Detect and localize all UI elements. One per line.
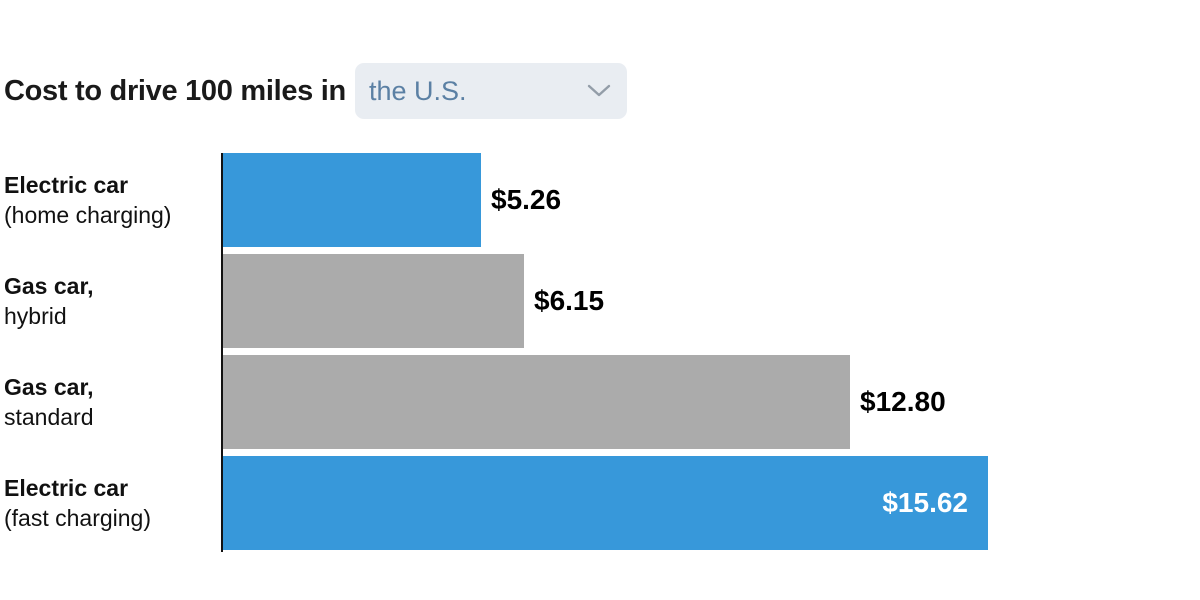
bar-area: $5.26 xyxy=(223,153,1200,247)
category-label: Electric car (fast charging) xyxy=(0,473,223,533)
chart-title: Cost to drive 100 miles in xyxy=(4,74,346,107)
bar-row: Electric car (fast charging) $15.62 xyxy=(0,456,1200,550)
bar-rows: Electric car (home charging) $5.26 Gas c… xyxy=(0,153,1200,550)
bar-value-label-outside: $6.15 xyxy=(534,285,605,316)
region-dropdown-value: the U.S. xyxy=(368,75,467,106)
category-label-line1: Electric car xyxy=(4,172,129,198)
category-label-line1: Gas car, xyxy=(4,273,94,299)
bar-row: Electric car (home charging) $5.26 xyxy=(0,153,1200,247)
chevron-down-icon xyxy=(587,84,611,98)
bar: $15.62 xyxy=(223,456,988,550)
chart-header: Cost to drive 100 miles in the U.S. xyxy=(4,63,627,119)
category-label: Electric car (home charging) xyxy=(0,170,223,230)
bar xyxy=(223,153,481,247)
bar-chart: Electric car (home charging) $5.26 Gas c… xyxy=(0,153,1200,552)
bar-area: $12.80 xyxy=(223,355,1200,449)
bar-value-label-outside: $5.26 xyxy=(491,184,562,215)
bar xyxy=(223,355,850,449)
category-label-line2: (fast charging) xyxy=(4,505,152,531)
bar-value-label-inside: $15.62 xyxy=(882,487,968,518)
bar-area: $6.15 xyxy=(223,254,1200,348)
region-dropdown[interactable]: the U.S. xyxy=(354,63,627,119)
category-label: Gas car, hybrid xyxy=(0,271,223,331)
category-label-line1: Gas car, xyxy=(4,374,94,400)
bar-area: $15.62 xyxy=(223,456,1200,550)
bar-value-label-outside: $12.80 xyxy=(860,386,946,417)
bar-row: Gas car, hybrid $6.15 xyxy=(0,254,1200,348)
bar xyxy=(223,254,524,348)
category-label-line2: (home charging) xyxy=(4,202,172,228)
bar-row: Gas car, standard $12.80 xyxy=(0,355,1200,449)
category-label-line1: Electric car xyxy=(4,475,129,501)
category-label-line2: standard xyxy=(4,404,94,430)
y-axis-line xyxy=(221,153,223,552)
category-label-line2: hybrid xyxy=(4,303,67,329)
category-label: Gas car, standard xyxy=(0,372,223,432)
